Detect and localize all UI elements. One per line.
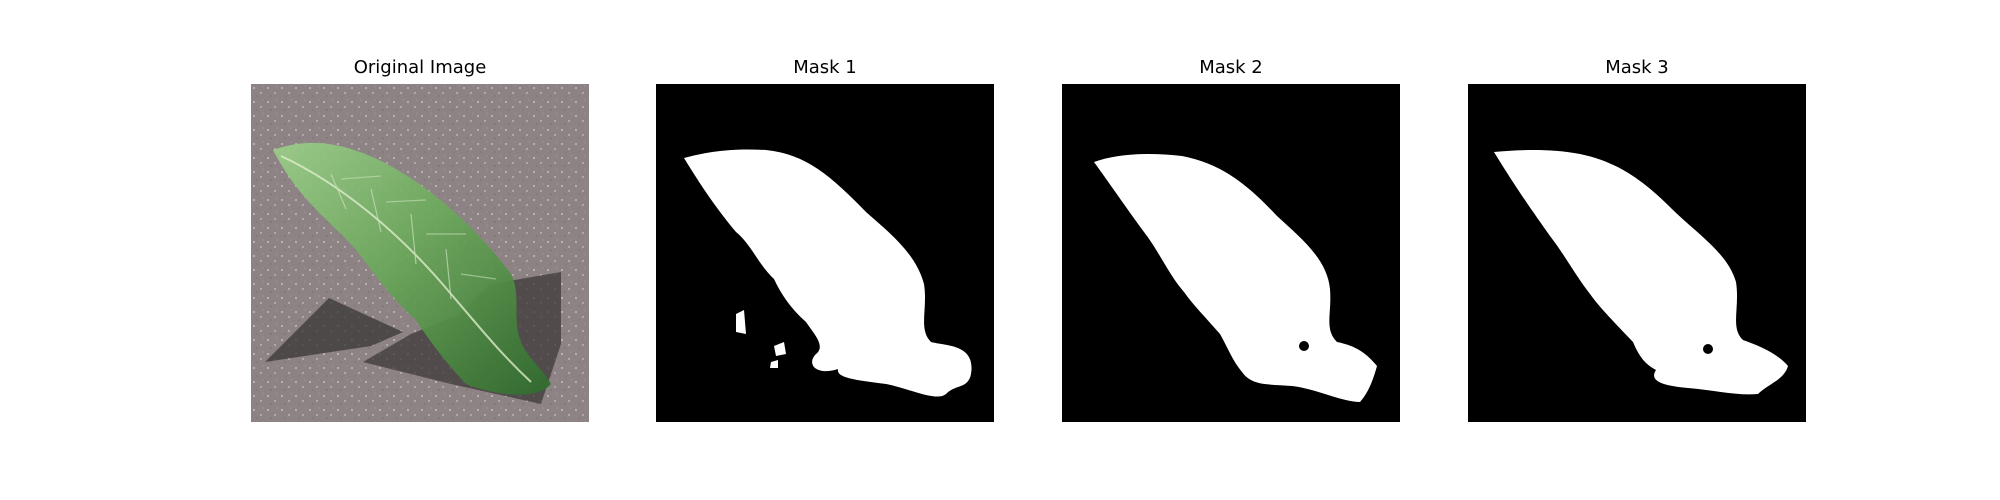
mask-2-image bbox=[1062, 84, 1400, 422]
leaf-midrib bbox=[280, 155, 532, 383]
mask-1-fragment-a bbox=[736, 310, 746, 334]
panel-title-mask-3: Mask 3 bbox=[1605, 57, 1669, 78]
mask-3-image bbox=[1468, 84, 1806, 422]
mask-1-fragment-c bbox=[770, 360, 778, 368]
leaf-vein-2 bbox=[340, 175, 497, 280]
mask-1-region bbox=[684, 149, 972, 397]
mask-1-svg bbox=[656, 84, 994, 422]
panel-title-mask-1: Mask 1 bbox=[793, 57, 857, 78]
leaf-photo-svg bbox=[251, 84, 589, 422]
leaf-vein-1 bbox=[330, 173, 452, 300]
mask-3-region bbox=[1494, 150, 1788, 395]
mask-3-svg bbox=[1468, 84, 1806, 422]
mask-2-hole bbox=[1299, 341, 1309, 351]
mask-2-svg bbox=[1062, 84, 1400, 422]
mask-1-image bbox=[656, 84, 994, 422]
mask-3-hole bbox=[1703, 344, 1713, 354]
shadow-left bbox=[265, 298, 403, 362]
mask-2-region bbox=[1094, 154, 1377, 402]
panel-title-mask-2: Mask 2 bbox=[1199, 57, 1263, 78]
original-photo bbox=[251, 84, 589, 422]
mask-1-fragment-b bbox=[774, 342, 786, 356]
leaf-shape bbox=[273, 142, 551, 395]
panel-title-original: Original Image bbox=[353, 57, 487, 78]
